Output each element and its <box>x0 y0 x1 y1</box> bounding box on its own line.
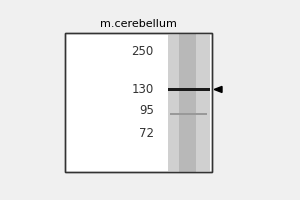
FancyBboxPatch shape <box>170 113 207 115</box>
Text: 250: 250 <box>131 45 154 58</box>
Text: 72: 72 <box>139 127 154 140</box>
FancyBboxPatch shape <box>168 33 210 172</box>
Polygon shape <box>214 86 222 92</box>
Text: 95: 95 <box>139 104 154 117</box>
Text: 130: 130 <box>131 83 154 96</box>
FancyBboxPatch shape <box>168 88 210 91</box>
Text: m.cerebellum: m.cerebellum <box>100 19 177 29</box>
FancyBboxPatch shape <box>65 33 212 172</box>
FancyBboxPatch shape <box>179 33 196 172</box>
